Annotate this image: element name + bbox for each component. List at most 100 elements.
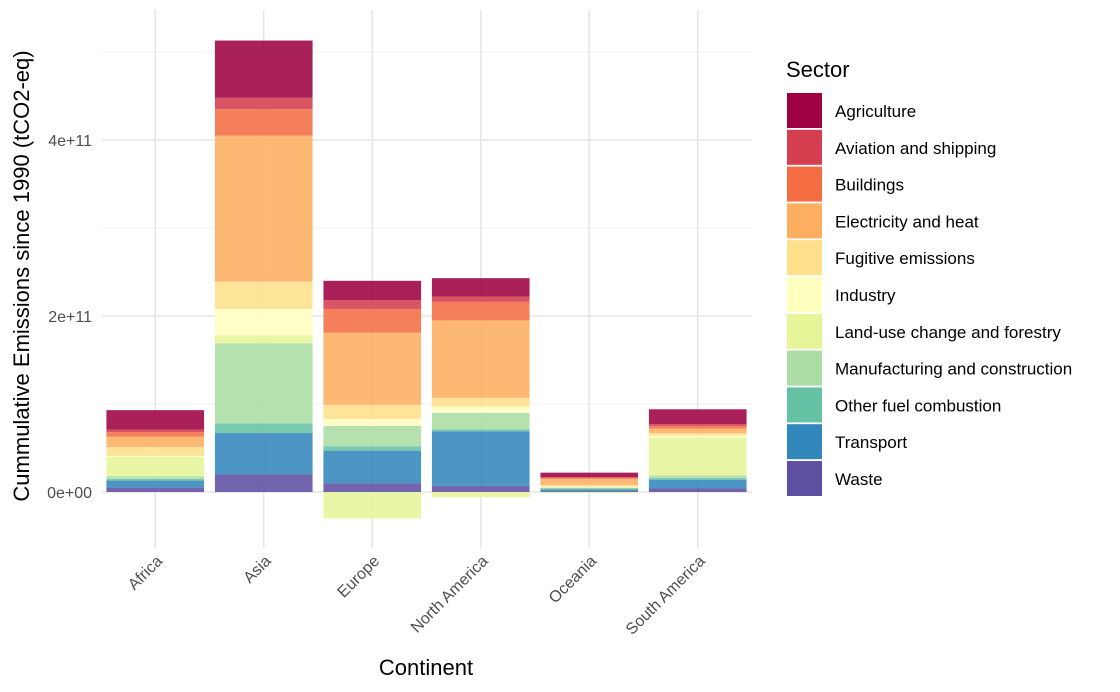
bar-segment bbox=[323, 404, 422, 419]
x-tick-label: South America bbox=[623, 553, 709, 639]
bar-segment bbox=[431, 406, 530, 413]
bar-segment bbox=[106, 476, 205, 479]
bar-segment bbox=[648, 437, 747, 476]
bar-segment bbox=[106, 410, 205, 430]
legend-label: Aviation and shipping bbox=[835, 139, 996, 158]
bar-segment bbox=[323, 332, 422, 405]
y-tick-labels: 0e+00 2e+11 4e+11 bbox=[47, 133, 92, 502]
x-tick-label: Africa bbox=[125, 553, 166, 594]
bar-segment bbox=[214, 474, 313, 492]
bar-segment bbox=[431, 485, 530, 492]
legend-swatch bbox=[787, 203, 822, 239]
legend-item: Fugitive emissions bbox=[787, 240, 975, 276]
bars bbox=[106, 40, 747, 519]
bar-segment bbox=[214, 109, 313, 136]
legend-label: Transport bbox=[835, 433, 907, 452]
bar-segment bbox=[323, 300, 422, 309]
bar-segment bbox=[431, 296, 530, 302]
legend-item: Agriculture bbox=[787, 93, 916, 128]
bar-segment bbox=[540, 491, 639, 492]
bar-segment bbox=[431, 429, 530, 432]
bar-segment bbox=[540, 492, 639, 493]
bar-segment bbox=[648, 409, 747, 425]
bar-segment bbox=[323, 450, 422, 484]
legend-label: Agriculture bbox=[835, 102, 916, 121]
bar-segment bbox=[106, 436, 205, 448]
legend-swatch bbox=[787, 387, 822, 423]
bar-segment bbox=[214, 308, 313, 336]
bar-segment bbox=[648, 435, 747, 438]
y-tick-label: 0e+00 bbox=[47, 485, 92, 502]
x-tick-label: Europe bbox=[335, 553, 384, 602]
legend: Sector Agriculture Aviation and shipping B… bbox=[786, 57, 1072, 496]
bar-segment bbox=[648, 428, 747, 434]
legend-item: Electricity and heat bbox=[787, 203, 979, 239]
bar-segment bbox=[648, 433, 747, 436]
legend-swatch bbox=[787, 240, 822, 276]
bar-segment bbox=[106, 456, 205, 477]
bar-segment bbox=[431, 397, 530, 407]
bar-segment bbox=[540, 478, 639, 485]
bar-segment bbox=[323, 492, 422, 519]
bar-segment bbox=[540, 484, 639, 487]
x-tick-label: Oceania bbox=[546, 553, 600, 607]
legend-item: Land-use change and forestry bbox=[787, 313, 1061, 349]
bar-segment bbox=[540, 472, 639, 478]
legend-swatch bbox=[787, 461, 822, 496]
legend-swatch bbox=[787, 93, 822, 128]
x-tick-labels: Africa Asia Europe North America Oceania Sout… bbox=[125, 553, 709, 639]
legend-title: Sector bbox=[786, 57, 850, 82]
legend-label: Land-use change and forestry bbox=[835, 323, 1061, 342]
y-axis-title: Cummulative Emissions since 1990 (tCO2-e… bbox=[9, 50, 34, 501]
bar-segment bbox=[214, 40, 313, 98]
bar-segment bbox=[323, 418, 422, 426]
legend-label: Manufacturing and construction bbox=[835, 360, 1072, 379]
legend-swatch bbox=[787, 313, 822, 349]
bar-segment bbox=[106, 480, 205, 488]
bar-segment bbox=[106, 487, 205, 492]
legend-item: Industry bbox=[787, 277, 896, 312]
bar-segment bbox=[648, 479, 747, 489]
legend-swatch bbox=[787, 424, 822, 460]
legend-item: Manufacturing and construction bbox=[787, 350, 1072, 386]
bar-segment bbox=[214, 423, 313, 434]
bar-segment bbox=[648, 424, 747, 426]
legend-swatch bbox=[787, 166, 822, 202]
bar-segment bbox=[214, 135, 313, 282]
bar-segment bbox=[323, 308, 422, 333]
legend-item: Other fuel combustion bbox=[787, 387, 1001, 423]
x-axis-title: Continent bbox=[379, 655, 473, 680]
legend-label: Other fuel combustion bbox=[835, 396, 1001, 415]
legend-swatch bbox=[787, 277, 822, 312]
bar-segment bbox=[106, 429, 205, 433]
bar-segment bbox=[214, 433, 313, 475]
bar-segment bbox=[214, 97, 313, 110]
legend-item: Buildings bbox=[787, 166, 904, 202]
x-tick-label: Asia bbox=[241, 553, 275, 587]
legend-label: Industry bbox=[835, 286, 896, 305]
bar-segment bbox=[540, 487, 639, 489]
bar-segment bbox=[323, 446, 422, 451]
bar-segment bbox=[540, 488, 639, 490]
legend-swatch bbox=[787, 129, 822, 165]
bar-segment bbox=[323, 426, 422, 447]
bar-segment bbox=[431, 320, 530, 398]
y-tick-label: 4e+11 bbox=[48, 133, 92, 150]
bar-segment bbox=[431, 301, 530, 321]
y-tick-label: 2e+11 bbox=[48, 309, 92, 326]
bar-segment bbox=[540, 477, 639, 478]
bar-segment bbox=[540, 477, 639, 479]
legend-item: Transport bbox=[787, 424, 907, 460]
legend-item: Waste bbox=[787, 461, 883, 496]
legend-item: Aviation and shipping bbox=[787, 129, 996, 165]
legend-label: Electricity and heat bbox=[835, 212, 979, 231]
legend-label: Waste bbox=[835, 470, 883, 489]
bar-segment bbox=[431, 492, 530, 498]
legend-swatch bbox=[787, 350, 822, 386]
legend-label: Fugitive emissions bbox=[835, 249, 975, 268]
bar-segment bbox=[323, 280, 422, 301]
bar-segment bbox=[323, 483, 422, 492]
bar-segment bbox=[214, 281, 313, 309]
bar-segment bbox=[648, 488, 747, 492]
